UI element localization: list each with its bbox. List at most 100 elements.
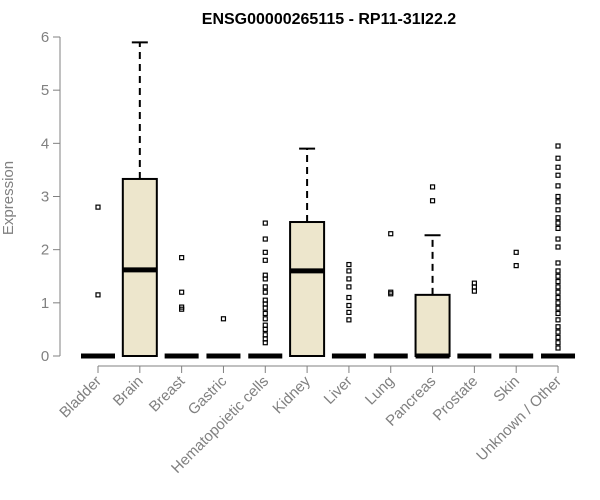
box-skin xyxy=(499,249,534,359)
box-gastric xyxy=(206,316,241,359)
outlier-point xyxy=(555,340,561,346)
chart-title: ENSG00000265115 - RP11-31I22.2 xyxy=(202,11,457,28)
outlier-point xyxy=(555,225,561,231)
outlier-point xyxy=(555,305,561,311)
box-prostate xyxy=(457,280,492,359)
outlier-point xyxy=(555,244,561,250)
outlier-point xyxy=(555,310,561,317)
outlier-point xyxy=(95,204,101,210)
outlier-point xyxy=(555,317,561,323)
y-tick-label: 2 xyxy=(41,242,49,259)
outlier-point xyxy=(262,297,268,303)
outlier-point xyxy=(262,326,268,333)
y-tick-label: 3 xyxy=(41,189,49,206)
outlier-point xyxy=(555,172,561,178)
outlier-point xyxy=(555,268,561,274)
outlier-point xyxy=(555,334,561,340)
y-tick-label: 0 xyxy=(41,348,49,365)
x-tick-label: Kidney xyxy=(269,372,314,417)
outlier-point xyxy=(388,231,394,237)
outlier-point xyxy=(555,294,561,301)
outlier-point xyxy=(262,316,268,322)
outlier-point xyxy=(555,284,561,290)
outlier-point xyxy=(555,220,561,226)
outlier-point xyxy=(388,289,394,295)
outlier-point xyxy=(555,155,561,161)
y-tick-label: 4 xyxy=(41,135,49,152)
box-kidney xyxy=(289,147,326,357)
outlier-point xyxy=(555,329,561,335)
boxes-layer xyxy=(81,41,576,359)
outlier-point xyxy=(555,260,561,266)
outlier-point xyxy=(346,309,352,316)
outlier-point xyxy=(346,302,352,309)
outlier-point xyxy=(346,268,352,274)
outlier-point xyxy=(262,289,268,295)
outlier-point xyxy=(262,332,268,338)
outlier-point xyxy=(555,199,561,205)
box-breast xyxy=(164,255,199,359)
outlier-point xyxy=(555,278,561,285)
outlier-point xyxy=(179,304,185,310)
box-rect xyxy=(414,293,451,358)
box-brain xyxy=(121,41,158,357)
outlier-point xyxy=(262,249,268,255)
outlier-point xyxy=(262,284,268,290)
x-tick-label: Bladder xyxy=(56,373,105,422)
outlier-point xyxy=(346,261,352,268)
x-tick-label: Brain xyxy=(110,373,147,410)
outlier-point xyxy=(179,289,185,295)
outlier-point xyxy=(555,236,561,242)
box-lung xyxy=(373,231,408,359)
y-axis: 0 1 2 3 4 5 6 xyxy=(41,29,61,365)
outlier-point xyxy=(555,183,561,189)
box-unknown-other xyxy=(541,143,576,359)
x-tick-label: Liver xyxy=(321,373,356,408)
outlier-point xyxy=(262,236,268,242)
x-tick-label: Lung xyxy=(362,373,398,409)
x-tick-label: Prostate xyxy=(430,373,482,425)
y-tick-label: 6 xyxy=(41,29,49,46)
x-tick-label: Skin xyxy=(490,373,523,406)
outlier-point xyxy=(429,198,436,204)
box-rect xyxy=(289,221,326,357)
outlier-point xyxy=(262,272,268,278)
box-pancreas xyxy=(414,184,451,359)
outlier-point xyxy=(471,280,477,286)
box-hematopoietic-cells xyxy=(248,220,283,359)
outlier-point xyxy=(555,345,561,351)
outlier-point xyxy=(555,289,561,295)
outlier-point xyxy=(429,184,436,190)
box-bladder xyxy=(81,204,115,359)
outlier-point xyxy=(346,294,352,301)
outlier-point xyxy=(346,284,352,290)
outlier-point xyxy=(346,276,352,282)
y-tick-label: 5 xyxy=(41,82,49,99)
outlier-point xyxy=(95,292,101,298)
outlier-point xyxy=(471,288,477,294)
x-tick-label: Breast xyxy=(146,372,189,415)
outlier-point xyxy=(262,257,268,263)
outlier-point xyxy=(262,322,268,328)
outlier-point xyxy=(555,273,561,279)
outlier-point xyxy=(555,164,561,170)
outlier-point xyxy=(220,316,227,322)
outlier-point xyxy=(555,143,561,149)
outlier-point xyxy=(555,300,561,306)
outlier-point xyxy=(262,310,268,317)
outlier-point xyxy=(555,193,561,200)
y-tick-label: 1 xyxy=(41,295,49,312)
outlier-point xyxy=(262,305,268,311)
outlier-point xyxy=(179,255,185,261)
outlier-point xyxy=(555,215,561,221)
outlier-point xyxy=(555,207,561,213)
outlier-point xyxy=(555,324,561,330)
outlier-point xyxy=(513,263,519,269)
outlier-point xyxy=(346,317,352,323)
outlier-point xyxy=(262,220,268,226)
outlier-point xyxy=(513,249,519,255)
box-liver xyxy=(331,261,366,359)
y-axis-label: Expression xyxy=(0,161,17,235)
